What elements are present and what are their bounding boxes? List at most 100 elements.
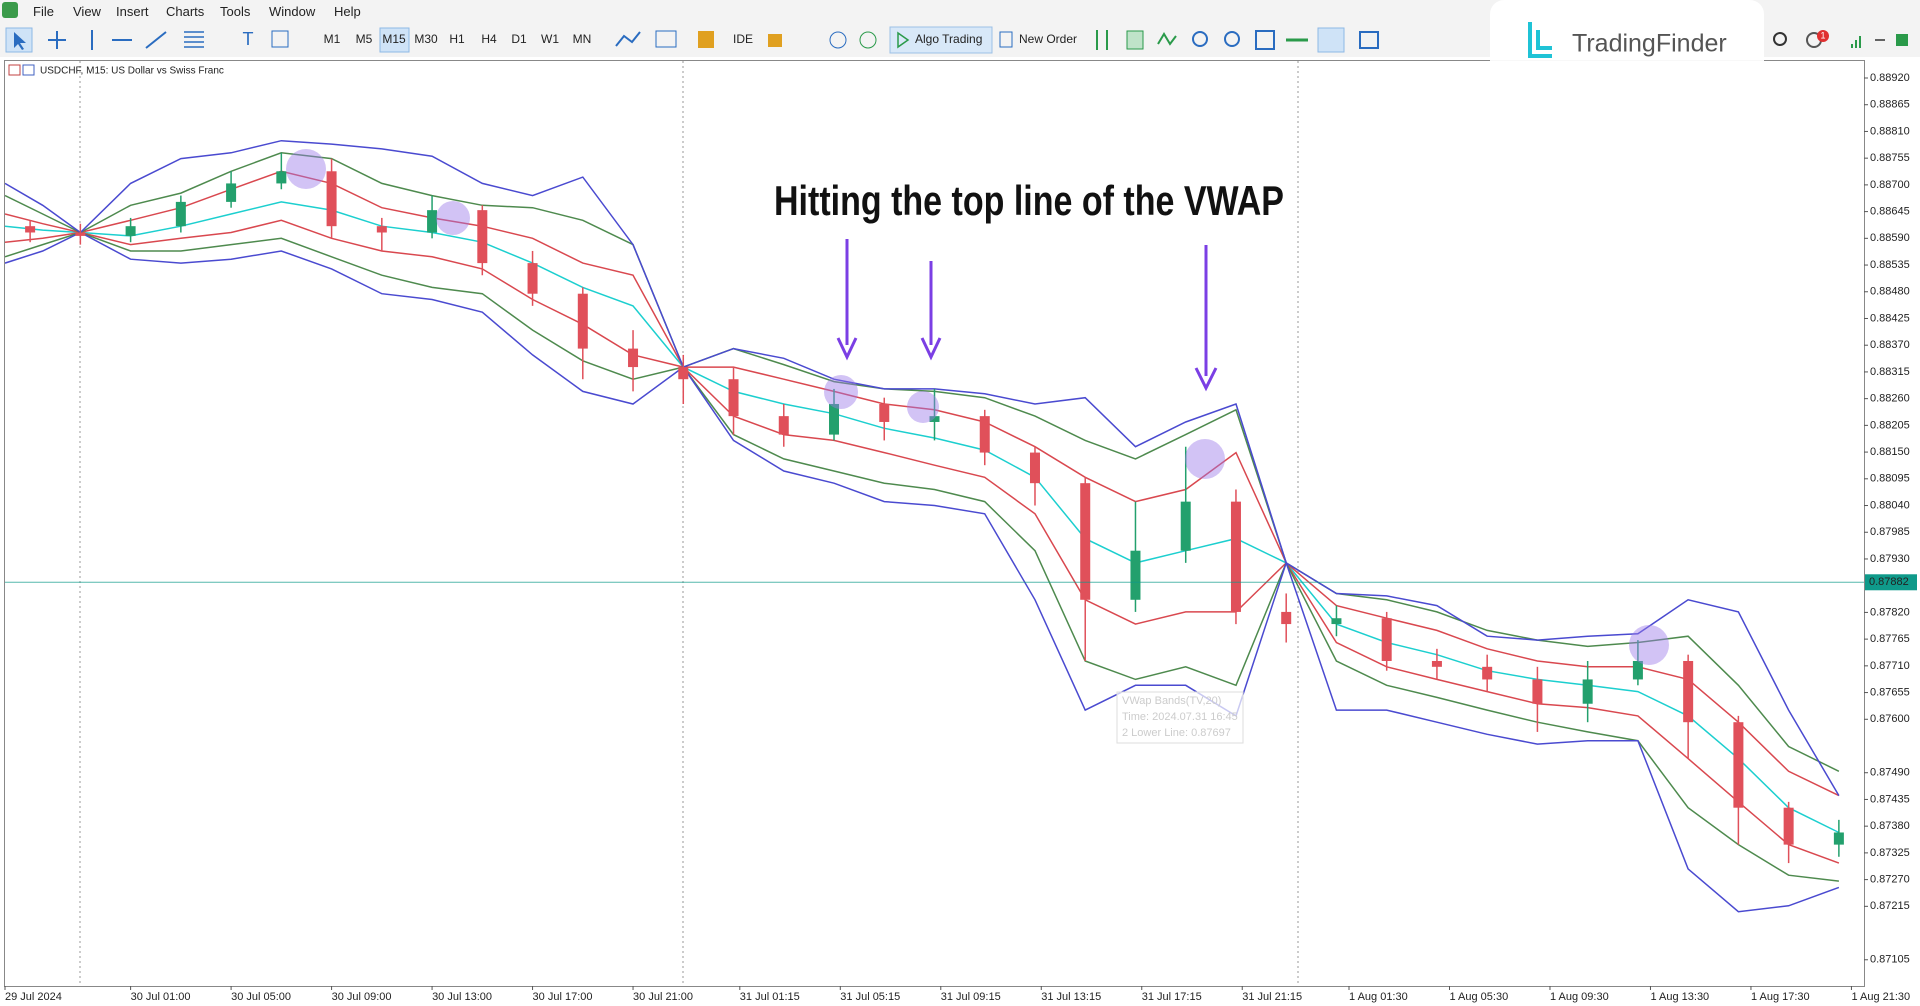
arrow-head <box>1194 367 1218 392</box>
lock-icon[interactable] <box>768 34 782 47</box>
menu-item[interactable]: Charts <box>166 4 205 19</box>
x-tick-label: 1 Aug 01:30 <box>1349 991 1408 1003</box>
x-tick-label: 31 Jul 21:15 <box>1242 991 1302 1003</box>
search-icon[interactable] <box>1773 32 1787 46</box>
y-tick-label: 0.88700 <box>1870 179 1910 191</box>
timeframe-button[interactable]: W1 <box>541 32 559 46</box>
y-tick-label: 0.88150 <box>1870 446 1910 458</box>
chart: 0.88920 0.88865 0.88810 0.88755 0.88700 0.886… <box>0 57 1920 1006</box>
market-icon[interactable] <box>698 31 714 48</box>
timeframe-button[interactable]: D1 <box>511 32 527 46</box>
candle-body <box>979 416 990 453</box>
timeframe-button[interactable]: MN <box>573 32 592 46</box>
menu-item[interactable]: View <box>73 4 101 19</box>
candle-body <box>1080 483 1091 600</box>
candle-body <box>1331 618 1342 625</box>
y-tick-label: 0.87710 <box>1870 660 1910 672</box>
tooltip-line: 2 Lower Line: 0.87697 <box>1122 727 1231 739</box>
screenshot-icon[interactable] <box>1359 31 1379 49</box>
x-tick-label: 1 Aug 05:30 <box>1449 991 1508 1003</box>
indicators-icon[interactable] <box>615 31 641 47</box>
candle-body <box>577 293 588 349</box>
day-separators <box>79 61 1299 986</box>
new-order-button[interactable]: New Order <box>1019 32 1077 46</box>
y-tick-label: 0.88810 <box>1870 125 1910 137</box>
trendline-icon[interactable] <box>145 31 167 49</box>
notification-count: 1 <box>1820 30 1825 40</box>
candle-body <box>25 226 36 233</box>
candle-body <box>527 263 538 294</box>
y-tick-label: 0.88040 <box>1870 499 1910 511</box>
shapes-icon[interactable] <box>271 30 289 48</box>
timeframe-button[interactable]: M5 <box>356 32 373 46</box>
y-tick-label: 0.87930 <box>1870 553 1910 565</box>
active-timeframe <box>379 27 410 53</box>
toolbar-icons: T M1 M5 M15 M30 H1 H4 D1 W1 MN IDE Algo … <box>5 26 1908 54</box>
y-tick-label: 0.87600 <box>1870 713 1910 725</box>
restore-button[interactable] <box>1896 34 1908 46</box>
candle-body <box>628 348 639 368</box>
y-tick-label: 0.87215 <box>1870 900 1910 912</box>
app-icon <box>2 2 18 18</box>
symbol-label: USDCHF, M15: US Dollar vs Swiss Franc <box>40 66 224 77</box>
band-line <box>5 139 1840 796</box>
bar-chart-icon[interactable] <box>1096 30 1108 50</box>
tile-icon[interactable] <box>1255 30 1275 50</box>
menu-item[interactable]: Insert <box>116 4 149 19</box>
candle-body <box>879 403 890 422</box>
cloud-icon[interactable] <box>829 31 847 49</box>
current-price-label: 0.87882 <box>1869 576 1909 588</box>
y-tick-label: 0.88425 <box>1870 312 1910 324</box>
hit-marker <box>1185 439 1225 479</box>
candle-body <box>778 416 789 435</box>
tooltip <box>1116 691 1244 744</box>
zoom-in-icon[interactable] <box>1192 31 1208 47</box>
line-chart-icon[interactable] <box>1157 32 1177 46</box>
new-order-icon[interactable] <box>999 31 1013 48</box>
x-tick-label: 31 Jul 13:15 <box>1041 991 1101 1003</box>
signals-icon[interactable] <box>859 31 877 49</box>
algo-trading-label: Algo Trading <box>915 32 982 46</box>
x-tick-label: 29 Jul 2024 <box>5 991 62 1003</box>
y-tick-label: 0.88865 <box>1870 99 1910 111</box>
menu-item[interactable]: File <box>33 4 54 19</box>
menu-item[interactable]: Tools <box>220 4 251 19</box>
timeframe-button[interactable]: H1 <box>449 32 465 46</box>
timeframe-button[interactable]: M1 <box>324 32 341 46</box>
chart-background <box>0 57 1920 1006</box>
logo: TradingFinder <box>1490 0 1764 86</box>
autoscroll-icon[interactable] <box>1317 27 1345 53</box>
symbol-icon <box>8 64 21 76</box>
y-tick-label: 0.88645 <box>1870 206 1910 218</box>
timeframe-button[interactable]: M15 <box>382 32 406 46</box>
y-tick-label: 0.87490 <box>1870 767 1910 779</box>
text-tool-icon[interactable]: T <box>243 29 254 49</box>
timeframe-button[interactable]: H4 <box>481 32 497 46</box>
channels-icon[interactable] <box>184 31 204 48</box>
candle-body <box>75 232 86 236</box>
timeframe-button[interactable]: M30 <box>414 32 438 46</box>
x-tick-label: 1 Aug 13:30 <box>1650 991 1709 1003</box>
crosshair-icon[interactable] <box>48 31 66 49</box>
y-tick-label: 0.87435 <box>1870 793 1910 805</box>
templates-icon[interactable] <box>655 30 677 48</box>
zoom-out-icon[interactable] <box>1224 31 1240 47</box>
x-tick-label: 1 Aug 21:30 <box>1851 991 1910 1003</box>
hit-marker <box>436 201 470 235</box>
hit-marker <box>1629 625 1669 665</box>
candle-body <box>376 226 387 233</box>
x-tick-label: 30 Jul 09:00 <box>332 991 392 1003</box>
logo-icon <box>1528 22 1552 58</box>
band-line <box>5 152 1840 772</box>
y-tick-label: 0.88315 <box>1870 366 1910 378</box>
y-tick-label: 0.88370 <box>1870 339 1910 351</box>
menu-item[interactable]: Window <box>269 4 316 19</box>
y-tick-label: 0.88755 <box>1870 152 1910 164</box>
arrows <box>836 239 1218 392</box>
y-tick-label: 0.88535 <box>1870 259 1910 271</box>
candle-body <box>829 403 840 435</box>
menu-item[interactable]: Help <box>334 4 361 19</box>
candle-chart-icon[interactable] <box>1126 30 1144 50</box>
ide-button[interactable]: IDE <box>733 32 753 46</box>
